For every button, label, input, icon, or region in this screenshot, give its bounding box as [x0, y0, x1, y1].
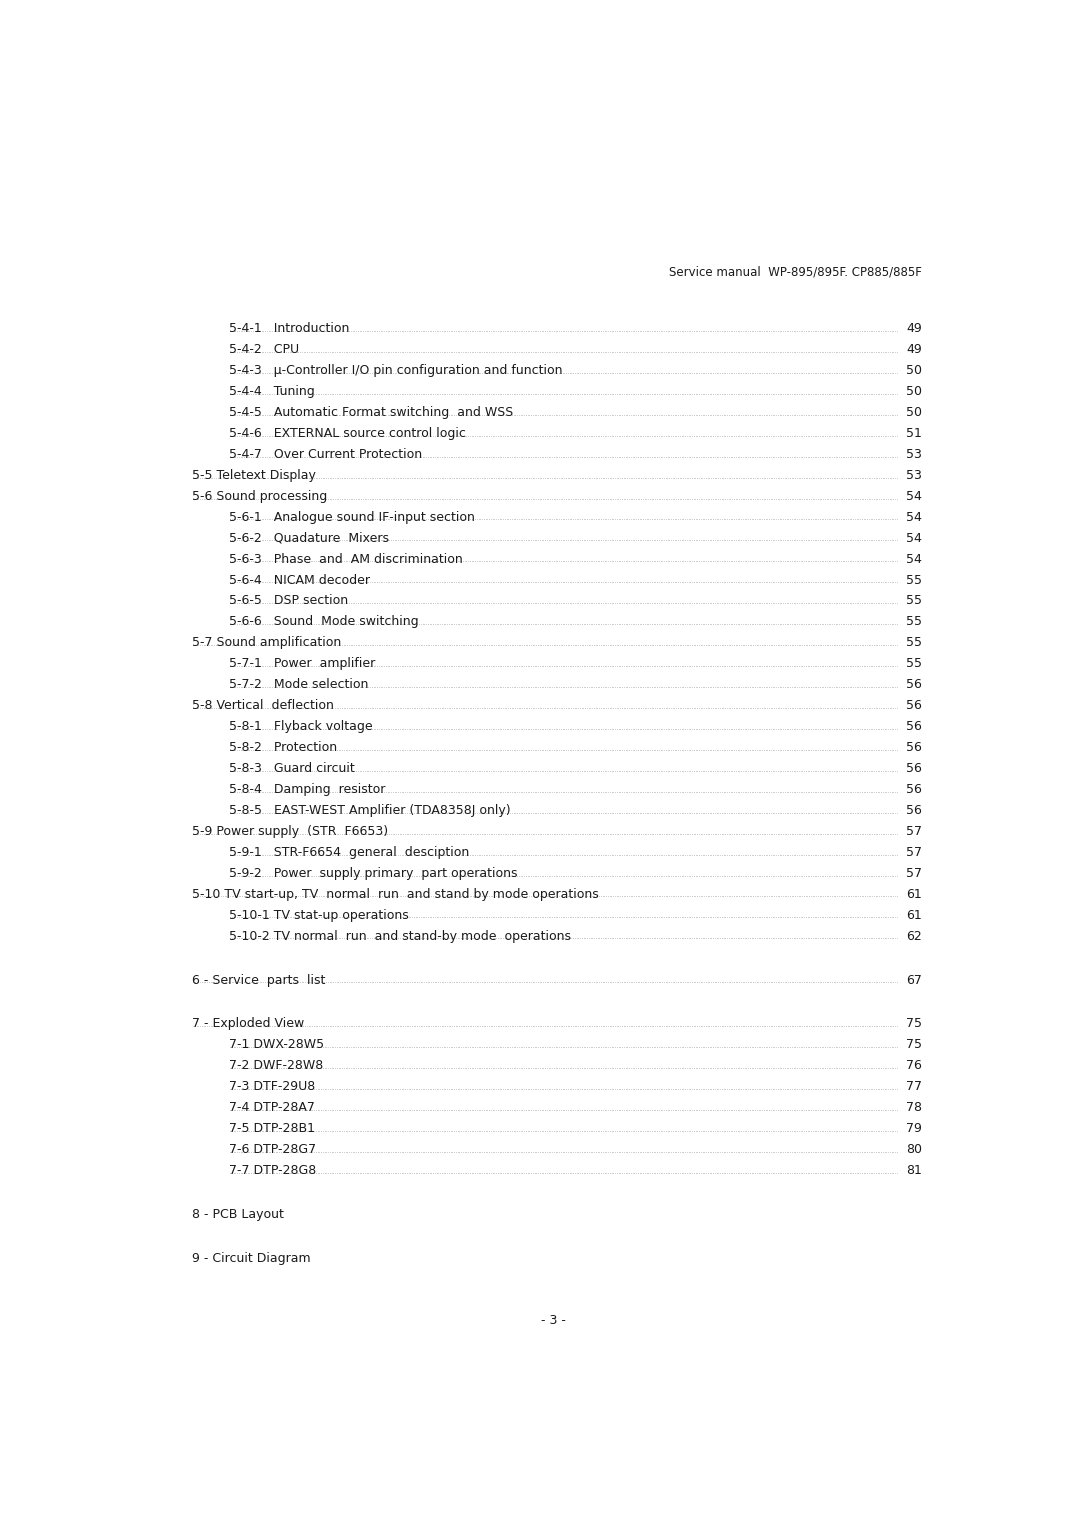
Text: 55: 55 — [906, 657, 922, 671]
Text: 5-4-3   μ-Controller I/O pin configuration and function: 5-4-3 μ-Controller I/O pin configuration… — [229, 364, 563, 377]
Text: 57: 57 — [906, 866, 922, 880]
Text: 6 - Service  parts  list: 6 - Service parts list — [192, 973, 325, 987]
Text: 5-6-1   Analogue sound IF-input section: 5-6-1 Analogue sound IF-input section — [229, 510, 474, 524]
Text: 54: 54 — [906, 553, 922, 565]
Text: 49: 49 — [906, 344, 922, 356]
Text: 79: 79 — [906, 1122, 922, 1135]
Text: 5-7-2   Mode selection: 5-7-2 Mode selection — [229, 678, 368, 691]
Text: 54: 54 — [906, 532, 922, 544]
Text: 5-4-5   Automatic Format switching  and WSS: 5-4-5 Automatic Format switching and WSS — [229, 406, 513, 419]
Text: 50: 50 — [906, 364, 922, 377]
Text: 54: 54 — [906, 510, 922, 524]
Text: Service manual  WP-895/895F. CP885/885F: Service manual WP-895/895F. CP885/885F — [669, 266, 922, 278]
Text: 5-7-1   Power  amplifier: 5-7-1 Power amplifier — [229, 657, 375, 671]
Text: 56: 56 — [906, 782, 922, 796]
Text: 56: 56 — [906, 741, 922, 753]
Text: 8 - PCB Layout: 8 - PCB Layout — [192, 1209, 284, 1221]
Text: 55: 55 — [906, 594, 922, 608]
Text: 53: 53 — [906, 469, 922, 481]
Text: 5-6-3   Phase  and  AM discrimination: 5-6-3 Phase and AM discrimination — [229, 553, 462, 565]
Text: 62: 62 — [906, 929, 922, 943]
Text: 61: 61 — [906, 909, 922, 921]
Text: 56: 56 — [906, 762, 922, 775]
Text: 5-7 Sound amplification: 5-7 Sound amplification — [192, 636, 341, 649]
Text: 5-8-3   Guard circuit: 5-8-3 Guard circuit — [229, 762, 354, 775]
Text: 5-10 TV start-up, TV  normal  run  and stand by mode operations: 5-10 TV start-up, TV normal run and stan… — [192, 888, 598, 900]
Text: 55: 55 — [906, 573, 922, 587]
Text: 9 - Circuit Diagram: 9 - Circuit Diagram — [192, 1251, 311, 1265]
Text: 5-6-4   NICAM decoder: 5-6-4 NICAM decoder — [229, 573, 369, 587]
Text: 57: 57 — [906, 825, 922, 837]
Text: 5-4-4   Tuning: 5-4-4 Tuning — [229, 385, 314, 397]
Text: - 3 -: - 3 - — [541, 1314, 566, 1326]
Text: 49: 49 — [906, 322, 922, 335]
Text: 5-9-2   Power  supply primary  part operations: 5-9-2 Power supply primary part operatio… — [229, 866, 517, 880]
Text: 51: 51 — [906, 426, 922, 440]
Text: 77: 77 — [906, 1080, 922, 1094]
Text: 5-10-1 TV stat-up operations: 5-10-1 TV stat-up operations — [229, 909, 408, 921]
Text: 67: 67 — [906, 973, 922, 987]
Text: 5-10-2 TV normal  run  and stand-by mode  operations: 5-10-2 TV normal run and stand-by mode o… — [229, 929, 570, 943]
Text: 7-4 DTP-28A7: 7-4 DTP-28A7 — [229, 1102, 314, 1114]
Text: 5-4-1   Introduction: 5-4-1 Introduction — [229, 322, 349, 335]
Text: 7-1 DWX-28W5: 7-1 DWX-28W5 — [229, 1039, 324, 1051]
Text: 80: 80 — [906, 1143, 922, 1157]
Text: 55: 55 — [906, 616, 922, 628]
Text: 81: 81 — [906, 1164, 922, 1177]
Text: 55: 55 — [906, 636, 922, 649]
Text: 56: 56 — [906, 720, 922, 733]
Text: 5-8-2   Protection: 5-8-2 Protection — [229, 741, 337, 753]
Text: 7-5 DTP-28B1: 7-5 DTP-28B1 — [229, 1122, 314, 1135]
Text: 5-5 Teletext Display: 5-5 Teletext Display — [192, 469, 315, 481]
Text: 76: 76 — [906, 1059, 922, 1073]
Text: 5-6-5   DSP section: 5-6-5 DSP section — [229, 594, 348, 608]
Text: 5-8-4   Damping  resistor: 5-8-4 Damping resistor — [229, 782, 386, 796]
Text: 7 - Exploded View: 7 - Exploded View — [192, 1018, 305, 1030]
Text: 50: 50 — [906, 385, 922, 397]
Text: 5-9 Power supply  (STR  F6653): 5-9 Power supply (STR F6653) — [192, 825, 388, 837]
Text: 7-7 DTP-28G8: 7-7 DTP-28G8 — [229, 1164, 316, 1177]
Text: 61: 61 — [906, 888, 922, 900]
Text: 5-6 Sound processing: 5-6 Sound processing — [192, 490, 327, 503]
Text: 5-4-7   Over Current Protection: 5-4-7 Over Current Protection — [229, 448, 422, 461]
Text: 78: 78 — [906, 1102, 922, 1114]
Text: 50: 50 — [906, 406, 922, 419]
Text: 56: 56 — [906, 700, 922, 712]
Text: 5-4-2   CPU: 5-4-2 CPU — [229, 344, 299, 356]
Text: 56: 56 — [906, 678, 922, 691]
Text: 5-9-1   STR-F6654  general  desciption: 5-9-1 STR-F6654 general desciption — [229, 847, 469, 859]
Text: 75: 75 — [906, 1039, 922, 1051]
Text: 5-8-5   EAST-WEST Amplifier (TDA8358J only): 5-8-5 EAST-WEST Amplifier (TDA8358J only… — [229, 804, 511, 817]
Text: 7-6 DTP-28G7: 7-6 DTP-28G7 — [229, 1143, 315, 1157]
Text: 53: 53 — [906, 448, 922, 461]
Text: 75: 75 — [906, 1018, 922, 1030]
Text: 5-6-2   Quadature  Mixers: 5-6-2 Quadature Mixers — [229, 532, 389, 544]
Text: 5-6-6   Sound  Mode switching: 5-6-6 Sound Mode switching — [229, 616, 418, 628]
Text: 54: 54 — [906, 490, 922, 503]
Text: 5-4-6   EXTERNAL source control logic: 5-4-6 EXTERNAL source control logic — [229, 426, 465, 440]
Text: 57: 57 — [906, 847, 922, 859]
Text: 5-8-1   Flyback voltage: 5-8-1 Flyback voltage — [229, 720, 373, 733]
Text: 7-3 DTF-29U8: 7-3 DTF-29U8 — [229, 1080, 315, 1094]
Text: 56: 56 — [906, 804, 922, 817]
Text: 7-2 DWF-28W8: 7-2 DWF-28W8 — [229, 1059, 323, 1073]
Text: 5-8 Vertical  deflection: 5-8 Vertical deflection — [192, 700, 334, 712]
